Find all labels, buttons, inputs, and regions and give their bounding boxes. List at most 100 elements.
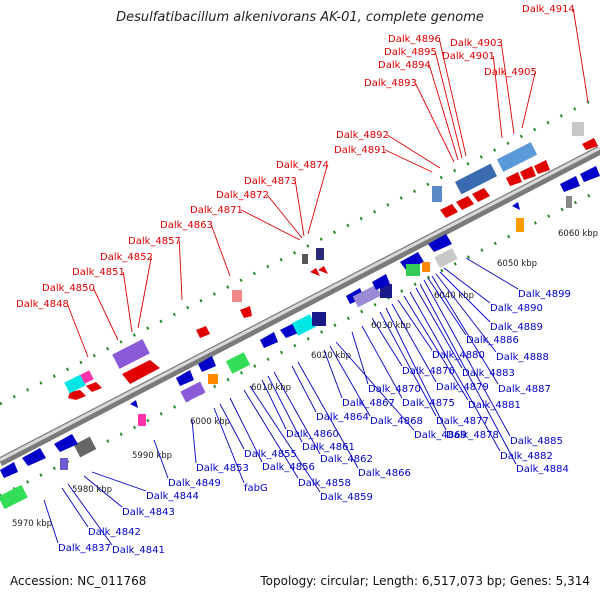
gene-label[interactable]: Dalk_4881: [468, 400, 521, 411]
gene-label[interactable]: Dalk_4884: [516, 464, 569, 475]
gene-callout[interactable]: Dalk_4877: [379, 311, 489, 427]
gene-callout[interactable]: Dalk_4853: [191, 419, 249, 474]
gene-label[interactable]: Dalk_4875: [402, 398, 455, 409]
gene-label[interactable]: Dalk_4879: [436, 382, 489, 393]
gene-label[interactable]: Dalk_4843: [122, 507, 175, 518]
gene-label[interactable]: Dalk_4877: [436, 416, 489, 427]
gene-label[interactable]: Dalk_4888: [496, 352, 549, 363]
gene-callout[interactable]: Dalk_4861: [267, 375, 355, 453]
gene-label[interactable]: Dalk_4873: [244, 176, 297, 187]
gene-label[interactable]: Dalk_4889: [490, 322, 543, 333]
gene-label[interactable]: Dalk_4876: [402, 366, 455, 377]
gene-callout[interactable]: Dalk_4879: [391, 303, 489, 393]
gene-callout[interactable]: Dalk_4868: [329, 345, 423, 427]
gene-label[interactable]: Dalk_4853: [196, 463, 249, 474]
gene-callout[interactable]: Dalk_4858: [243, 389, 351, 489]
gene-callout[interactable]: Dalk_4893: [364, 78, 455, 163]
gene-label[interactable]: Dalk_4901: [442, 51, 495, 62]
gene-callout[interactable]: Dalk_4864: [291, 365, 369, 423]
gene-label[interactable]: fabG: [244, 483, 268, 494]
gene-callout[interactable]: Dalk_4882: [409, 291, 553, 462]
gene-label[interactable]: Dalk_4861: [302, 442, 355, 453]
gene-callout[interactable]: Dalk_4895: [384, 47, 463, 159]
gene-label[interactable]: Dalk_4855: [244, 449, 297, 460]
gene-callout[interactable]: Dalk_4891: [334, 145, 433, 173]
gene-callout[interactable]: Dalk_4866: [297, 361, 411, 479]
gene-callout[interactable]: Dalk_4875: [361, 325, 455, 409]
gene-label[interactable]: Dalk_4870: [368, 384, 421, 395]
gene-label[interactable]: Dalk_4893: [364, 78, 417, 89]
gene-label[interactable]: Dalk_4895: [384, 47, 437, 58]
gene-label[interactable]: Dalk_4850: [42, 283, 95, 294]
gene-label[interactable]: Dalk_4874: [276, 160, 329, 171]
gene-label[interactable]: Dalk_4842: [88, 527, 141, 538]
gene-callout[interactable]: Dalk_4901: [442, 51, 503, 139]
gene-label[interactable]: Dalk_4863: [160, 220, 213, 231]
gene-callout[interactable]: Dalk_4876: [371, 317, 455, 377]
gene-label[interactable]: Dalk_4844: [146, 491, 199, 502]
gene-callout[interactable]: Dalk_4914: [522, 4, 589, 103]
gene-label[interactable]: Dalk_4883: [462, 368, 515, 379]
gene-label[interactable]: Dalk_4869: [414, 430, 467, 441]
gene-callout[interactable]: Dalk_4883: [415, 287, 515, 379]
gene-label[interactable]: Dalk_4886: [466, 335, 519, 346]
gene-label[interactable]: Dalk_4903: [450, 38, 503, 49]
gene-label[interactable]: Dalk_4860: [286, 429, 339, 440]
gene-label[interactable]: Dalk_4891: [334, 145, 387, 156]
gene-label[interactable]: Dalk_4868: [370, 416, 423, 427]
gene-label[interactable]: Dalk_4878: [446, 430, 499, 441]
gene-callout[interactable]: Dalk_4896: [388, 34, 467, 157]
gene-callout[interactable]: fabG: [213, 407, 268, 494]
gene-callout[interactable]: Dalk_4903: [450, 38, 515, 135]
gene-label[interactable]: Dalk_4864: [316, 412, 369, 423]
gene-label[interactable]: Dalk_4849: [168, 478, 221, 489]
gene-callout[interactable]: Dalk_4874: [276, 160, 329, 235]
gene-callout[interactable]: Dalk_4843: [83, 475, 175, 518]
gene-label[interactable]: Dalk_4852: [100, 252, 153, 263]
gene-label[interactable]: Dalk_4866: [358, 468, 411, 479]
gene-callout[interactable]: Dalk_4863: [160, 220, 231, 277]
gene-callout[interactable]: Dalk_4851: [72, 267, 133, 333]
gene-label[interactable]: Dalk_4896: [388, 34, 441, 45]
gene-label[interactable]: Dalk_4848: [16, 299, 69, 310]
gene-callout[interactable]: Dalk_4837: [43, 499, 111, 554]
gene-label[interactable]: Dalk_4858: [298, 478, 351, 489]
gene-callout[interactable]: Dalk_4889: [439, 271, 543, 333]
gene-callout[interactable]: Dalk_4873: [244, 176, 305, 237]
gene-callout[interactable]: Dalk_4842: [61, 487, 141, 538]
gene-callout[interactable]: Dalk_4844: [91, 471, 199, 502]
gene-callout[interactable]: Dalk_4869: [335, 341, 467, 441]
gene-label[interactable]: Dalk_4851: [72, 267, 125, 278]
gene-callout[interactable]: Dalk_4848: [16, 299, 89, 358]
gene-callout[interactable]: Dalk_4849: [153, 439, 221, 489]
gene-callout[interactable]: Dalk_4852: [100, 252, 153, 329]
gene-label[interactable]: Dalk_4871: [190, 205, 243, 216]
gene-label[interactable]: Dalk_4905: [484, 67, 537, 78]
gene-callout[interactable]: Dalk_4867: [323, 349, 395, 409]
gene-callout[interactable]: Dalk_4841: [67, 483, 165, 556]
gene-callout[interactable]: Dalk_4878: [385, 307, 499, 441]
gene-callout[interactable]: Dalk_4890: [443, 267, 543, 314]
gene-label[interactable]: Dalk_4882: [500, 451, 553, 462]
gene-callout[interactable]: Dalk_4850: [42, 283, 119, 341]
gene-callout[interactable]: Dalk_4888: [435, 273, 549, 363]
gene-label[interactable]: Dalk_4867: [342, 398, 395, 409]
gene-label[interactable]: Dalk_4894: [378, 60, 431, 71]
gene-label[interactable]: Dalk_4859: [320, 492, 373, 503]
gene-callout[interactable]: Dalk_4899: [465, 257, 571, 300]
gene-callout[interactable]: Dalk_4856: [229, 397, 315, 473]
gene-label[interactable]: Dalk_4862: [320, 454, 373, 465]
gene-callout[interactable]: Dalk_4885: [423, 279, 563, 447]
gene-label[interactable]: Dalk_4841: [112, 545, 165, 556]
gene-label[interactable]: Dalk_4887: [498, 384, 551, 395]
gene-callout[interactable]: Dalk_4860: [261, 379, 339, 440]
gene-callout[interactable]: Dalk_4862: [273, 371, 373, 465]
gene-callout[interactable]: Dalk_4884: [419, 283, 569, 475]
gene-callout[interactable]: Dalk_4905: [484, 67, 537, 129]
gene-callout[interactable]: Dalk_4887: [431, 275, 551, 395]
gene-callout[interactable]: Dalk_4859: [249, 385, 373, 503]
gene-callout[interactable]: Dalk_4894: [378, 60, 459, 161]
gene-callout[interactable]: Dalk_4871: [190, 205, 301, 241]
gene-label[interactable]: Dalk_4857: [128, 236, 181, 247]
gene-label[interactable]: Dalk_4914: [522, 4, 575, 15]
